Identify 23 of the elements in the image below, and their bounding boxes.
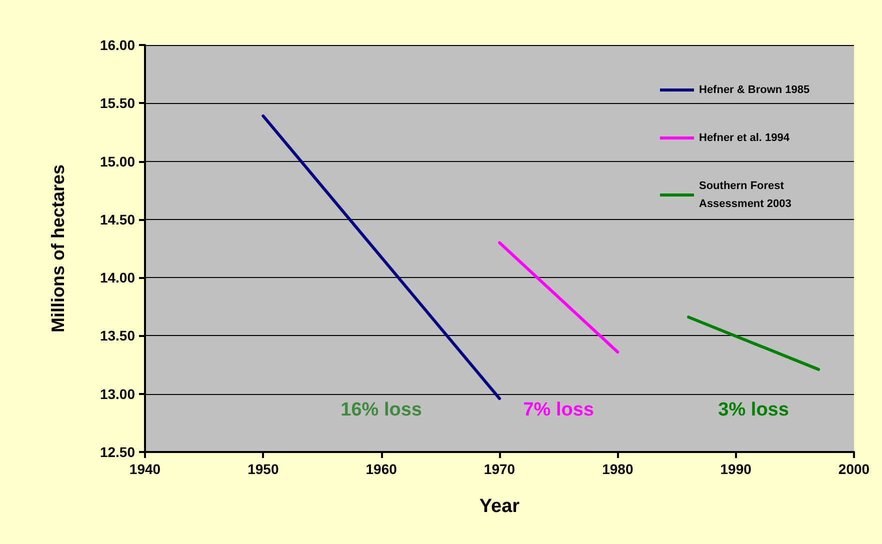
- y-tick-label: 16.00: [100, 37, 136, 53]
- x-tick-label: 1970: [484, 461, 516, 477]
- y-axis-title: Millions of hectares: [48, 164, 68, 333]
- legend-label: Hefner et al. 1994: [699, 132, 790, 144]
- x-tick-label: 1980: [602, 461, 634, 477]
- x-tick-label: 2000: [838, 461, 870, 477]
- legend-label: Southern Forest Assessment 2003: [699, 180, 792, 210]
- y-tick-label: 15.00: [100, 153, 136, 170]
- annotation: 3% loss: [718, 400, 789, 420]
- y-tick-label: 13.50: [100, 328, 136, 344]
- y-tick-label: 14.00: [100, 270, 136, 286]
- x-tick-label: 1990: [720, 461, 752, 477]
- x-tick-label: 1950: [248, 461, 279, 477]
- legend-label: Hefner & Brown 1985: [699, 84, 810, 96]
- y-tick-label: 12.50: [100, 444, 136, 460]
- x-axis-title: Year: [479, 496, 520, 517]
- y-tick-label: 13.00: [100, 386, 136, 402]
- y-tick-label: 15.50: [100, 95, 136, 112]
- x-tick-label: 1940: [129, 461, 161, 477]
- y-tick-label: 14.50: [100, 211, 136, 228]
- annotation: 7% loss: [523, 400, 594, 420]
- x-tick-label: 1960: [366, 461, 398, 477]
- annotation: 16% loss: [340, 400, 422, 420]
